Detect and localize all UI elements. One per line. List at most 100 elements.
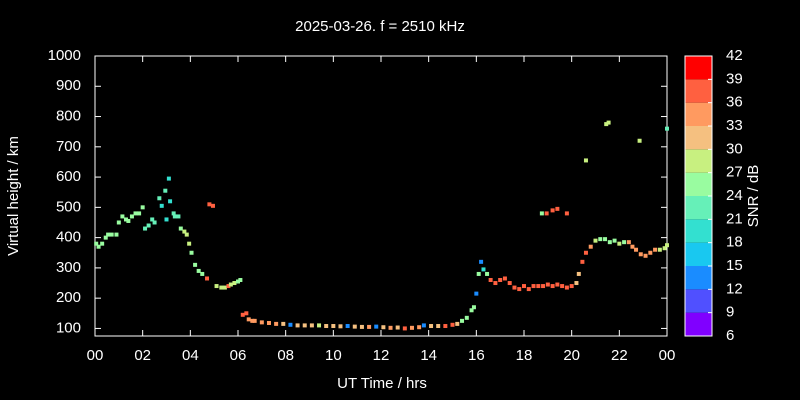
x-tick-label: 22 xyxy=(611,347,628,364)
data-point xyxy=(178,226,183,231)
data-point xyxy=(163,188,168,193)
data-point xyxy=(137,211,142,216)
data-point xyxy=(171,211,176,216)
data-point xyxy=(643,253,648,258)
data-point xyxy=(471,305,476,310)
colorbar-band xyxy=(685,242,712,266)
x-tick-label: 18 xyxy=(516,347,533,364)
data-point xyxy=(205,276,210,281)
data-point xyxy=(222,285,227,290)
data-point xyxy=(146,223,151,228)
data-point xyxy=(630,244,635,249)
data-point xyxy=(266,320,271,325)
data-point xyxy=(114,232,119,237)
x-tick-label: 04 xyxy=(182,347,199,364)
colorbar-tick-label: 9 xyxy=(726,304,734,321)
data-point xyxy=(168,199,173,204)
x-tick-label: 00 xyxy=(87,347,104,364)
chart-title: 2025-03-26. f = 2510 kHz xyxy=(295,18,465,35)
data-point xyxy=(196,268,201,273)
data-point xyxy=(250,318,255,323)
data-point xyxy=(593,238,598,243)
data-point xyxy=(182,229,187,234)
data-point xyxy=(539,211,544,216)
data-point xyxy=(606,120,611,125)
data-point xyxy=(228,282,233,287)
data-point xyxy=(176,214,181,219)
data-point xyxy=(338,324,343,329)
colorbar-tick-label: 33 xyxy=(726,117,743,134)
data-point xyxy=(226,284,231,289)
data-point xyxy=(157,196,162,201)
data-point xyxy=(172,214,177,219)
data-point xyxy=(622,240,627,245)
data-point xyxy=(421,323,426,328)
colorbar-tick-label: 21 xyxy=(726,210,743,227)
y-tick-label: 500 xyxy=(56,198,81,215)
x-tick-label: 12 xyxy=(373,347,390,364)
data-point xyxy=(281,321,286,326)
colorbar-band xyxy=(685,219,712,243)
data-point xyxy=(479,259,484,264)
data-point xyxy=(152,220,157,225)
data-point xyxy=(100,241,105,246)
data-point xyxy=(129,214,134,219)
x-tick-label: 10 xyxy=(325,347,342,364)
data-point xyxy=(252,318,257,323)
data-point xyxy=(166,176,171,181)
colorbar-band xyxy=(685,196,712,220)
data-point xyxy=(498,278,503,282)
y-tick-label: 900 xyxy=(56,77,81,94)
data-point xyxy=(522,284,526,289)
data-point xyxy=(502,276,507,281)
data-point xyxy=(374,324,379,329)
data-point xyxy=(555,206,560,211)
colorbar-tick-label: 6 xyxy=(726,327,734,344)
colorbar-band xyxy=(685,79,712,103)
data-point xyxy=(443,324,448,329)
x-tick-label: 00 xyxy=(659,347,676,364)
colorbar-tick-label: 30 xyxy=(726,140,743,157)
data-point xyxy=(638,252,643,257)
x-tick-label: 08 xyxy=(277,347,294,364)
data-point xyxy=(536,284,541,289)
data-point xyxy=(193,262,198,267)
data-point xyxy=(564,285,569,290)
colorbar-tick-label: 27 xyxy=(726,164,743,181)
data-point xyxy=(476,271,481,276)
data-point xyxy=(417,325,422,330)
y-tick-label: 700 xyxy=(56,138,81,155)
data-point xyxy=(295,323,300,328)
colorbar-tick-label: 24 xyxy=(726,187,743,204)
data-point xyxy=(359,324,364,329)
data-point xyxy=(126,218,131,223)
data-point xyxy=(317,323,322,328)
data-point xyxy=(634,247,639,252)
data-point xyxy=(637,138,642,143)
data-point xyxy=(603,237,608,242)
colorbar-tick-label: 39 xyxy=(726,70,743,87)
data-point xyxy=(395,325,400,330)
data-point xyxy=(580,259,585,264)
data-point xyxy=(240,312,245,317)
colorbar-band xyxy=(685,126,712,150)
data-point xyxy=(244,311,249,316)
data-point xyxy=(388,325,393,330)
data-point xyxy=(214,284,219,289)
data-point xyxy=(200,271,205,276)
x-tick-label: 14 xyxy=(420,347,437,364)
data-point xyxy=(402,326,407,331)
data-point xyxy=(485,271,490,276)
y-axis-label: Virtual height / km xyxy=(5,136,22,256)
data-point xyxy=(324,324,329,329)
data-point xyxy=(429,324,434,329)
data-point xyxy=(207,202,212,207)
y-tick-label: 1000 xyxy=(48,47,81,64)
data-point xyxy=(345,324,350,329)
data-point xyxy=(159,203,164,208)
data-point xyxy=(409,325,414,330)
data-point xyxy=(662,246,667,251)
data-point xyxy=(140,205,145,210)
colorbar-tick-label: 36 xyxy=(726,94,743,111)
